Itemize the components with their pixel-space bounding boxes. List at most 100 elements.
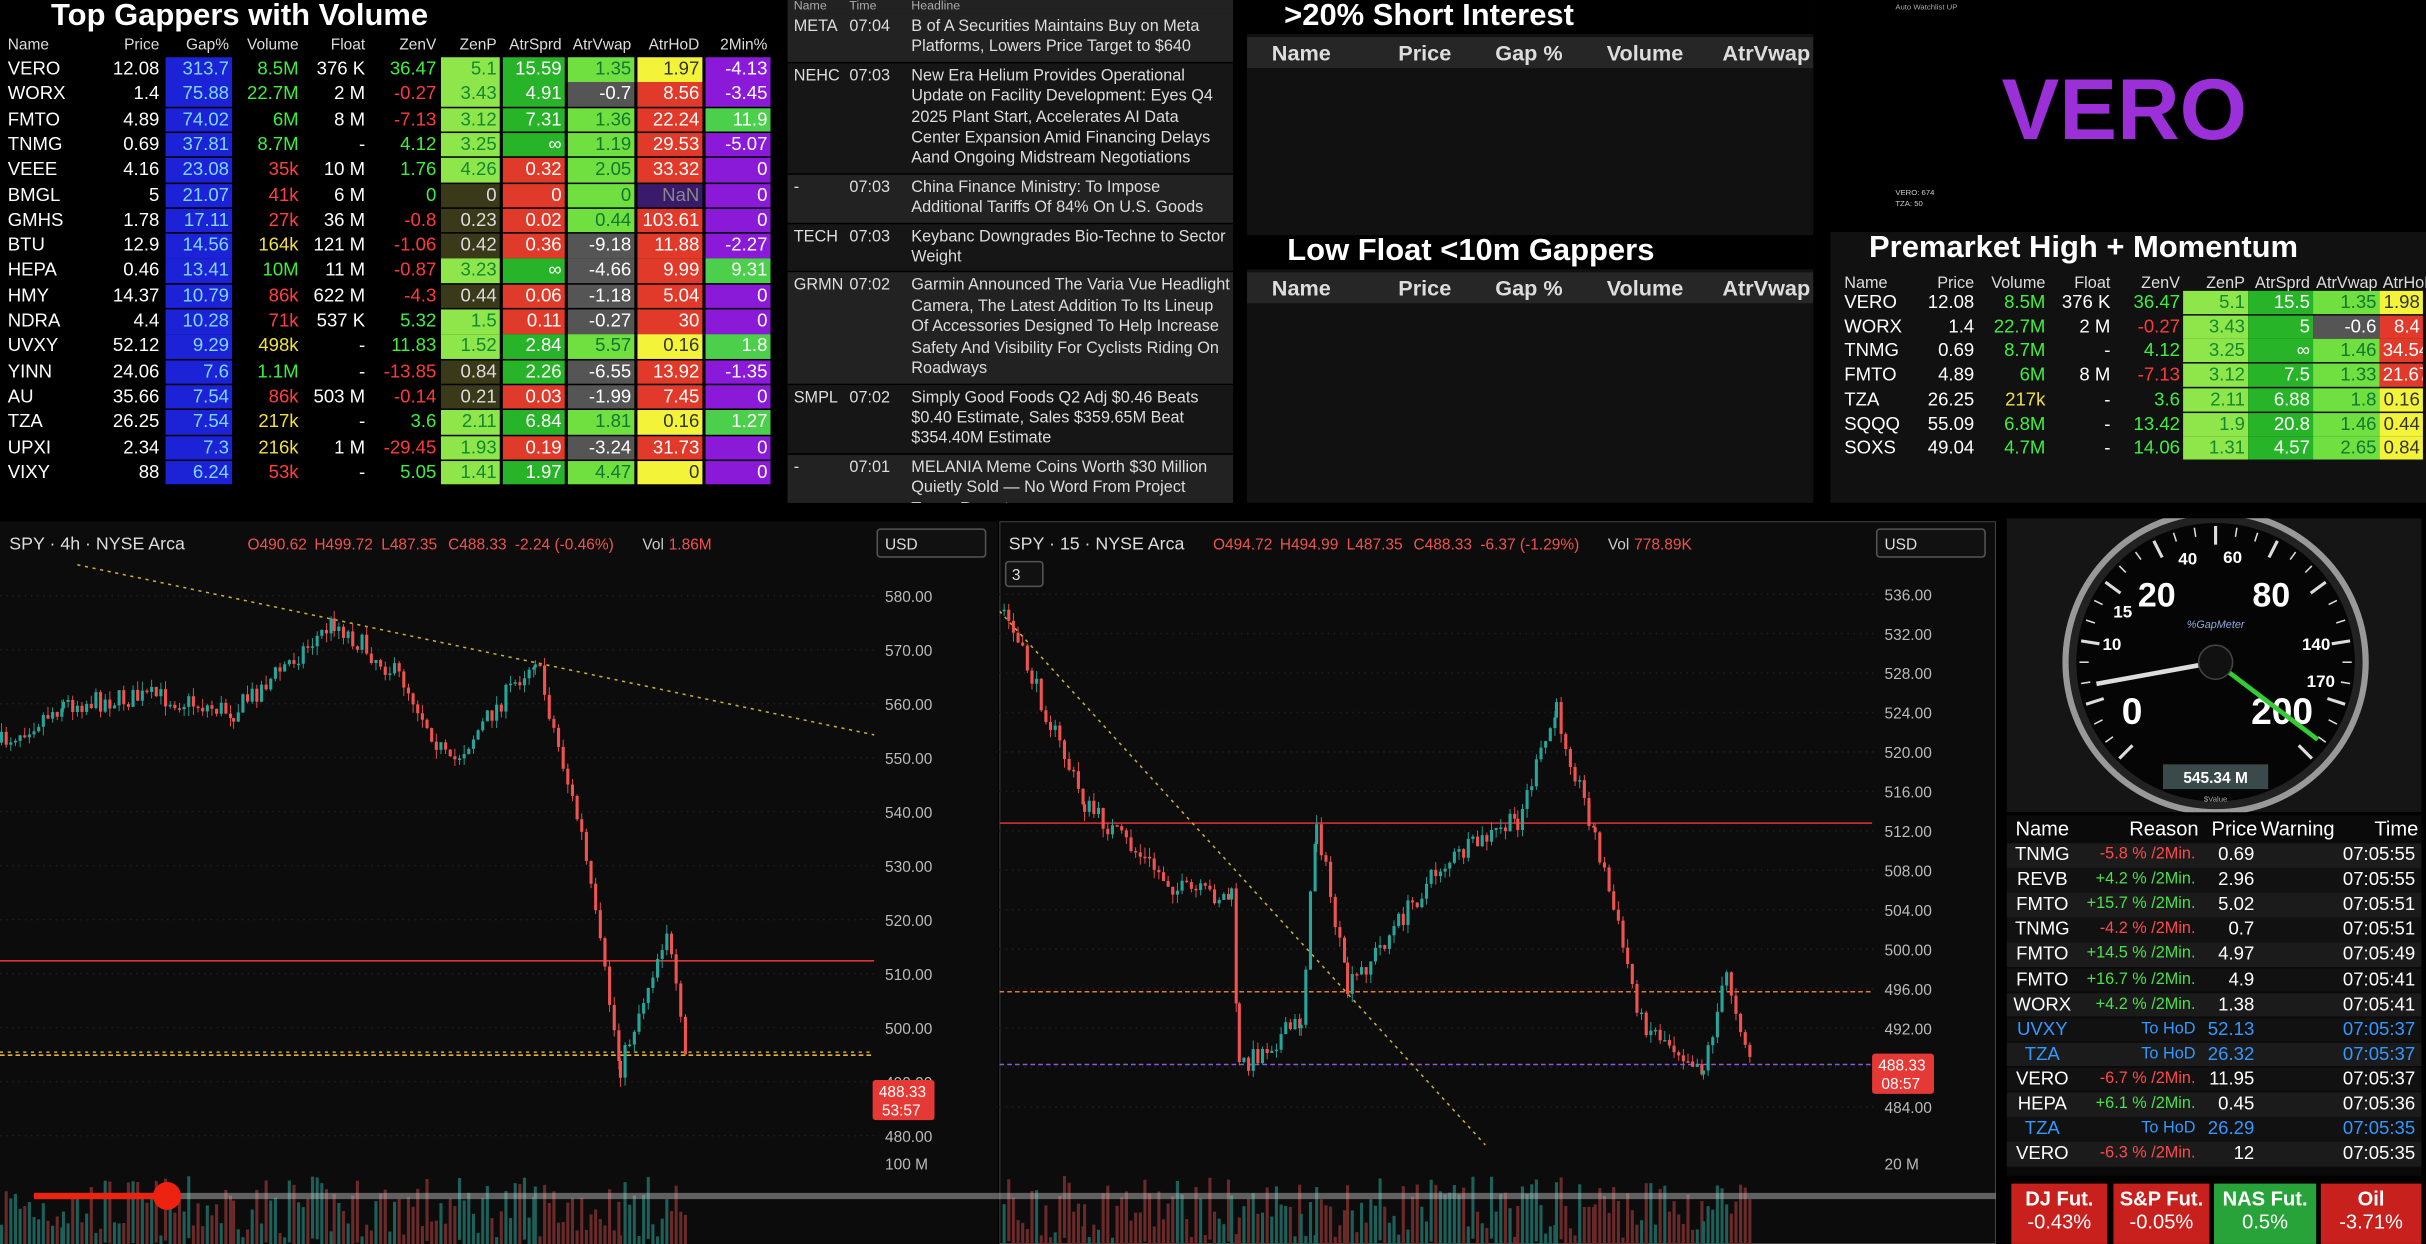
candle-body — [1677, 1052, 1681, 1056]
table-cell: 0.06 — [502, 284, 565, 309]
candle-body — [1299, 1024, 1303, 1029]
candle-body — [1364, 967, 1368, 975]
candle-body — [1658, 1029, 1662, 1041]
price-axis-label: 524.00 — [1884, 706, 1931, 723]
candle-body — [552, 718, 556, 728]
table-cell: 6.88 — [2248, 388, 2314, 412]
volume-bar — [522, 1177, 527, 1240]
volume-bar — [1387, 1222, 1391, 1244]
volume-bar — [1180, 1194, 1184, 1244]
candle-body — [94, 692, 98, 709]
column-header: Gap % — [1495, 40, 1563, 65]
volume-bar — [32, 1217, 36, 1244]
volume-bar — [27, 1202, 31, 1244]
volume-bar — [324, 1189, 329, 1244]
table-cell: -4.3 — [404, 284, 437, 306]
alert-cell: FMTO — [2016, 942, 2069, 965]
table-cell: -0.27 — [393, 82, 437, 105]
table-cell: 86k — [268, 284, 299, 306]
volume-bar — [1573, 1235, 1577, 1244]
candle-body — [543, 665, 547, 695]
candle-body — [1260, 1049, 1265, 1064]
table-cell: 1.5 — [440, 309, 500, 334]
volume-bar — [1424, 1221, 1429, 1244]
futures-name: Oil — [2357, 1186, 2385, 1210]
table-cell: 74.02 — [165, 107, 233, 132]
price-chart: 536.00 532.00 528.00 524.00 520.00 516.00 512.… — [999, 521, 1996, 1244]
volume-bar — [504, 1191, 508, 1244]
volume-bar — [1568, 1228, 1572, 1244]
candle-body — [608, 966, 612, 1005]
volume-bar — [1364, 1222, 1368, 1244]
progress-handle — [153, 1182, 182, 1210]
panel-title: >20% Short Interest — [1284, 0, 1574, 33]
candle-body — [580, 819, 584, 832]
alert-cell: -4.2 % /2Min. — [2099, 919, 2196, 939]
alert-cell: To HoD — [2141, 1019, 2196, 1038]
table-cell: ∞ — [502, 132, 565, 157]
gauge-tick-label: 60 — [2223, 548, 2242, 567]
gauge-tick — [2152, 540, 2164, 559]
table-cell: WORX — [7, 82, 66, 105]
table-cell: NaN — [637, 183, 703, 208]
volume-bar — [1420, 1206, 1424, 1244]
table-cell: 86k — [268, 385, 299, 407]
candle-body — [1534, 759, 1538, 787]
table-cell: 7.5 — [2248, 363, 2314, 387]
volume-bar — [140, 1195, 144, 1244]
table-cell: 1.46 — [2313, 339, 2380, 363]
volume-bar — [264, 1180, 268, 1243]
gauge-tick — [2080, 681, 2091, 685]
candle-body — [1058, 725, 1062, 741]
candle-body — [1397, 913, 1401, 927]
volume-bar — [131, 1181, 135, 1244]
volume-bar — [575, 1230, 579, 1244]
candle-body — [1242, 1057, 1246, 1063]
ohlc-value: C488.33 — [1414, 536, 1472, 553]
table-cell: 5.1 — [440, 57, 500, 82]
candle-body — [584, 831, 588, 861]
volume-bar — [1338, 1225, 1342, 1244]
volume-bar — [1025, 1229, 1029, 1244]
candle-body — [55, 712, 59, 717]
table-cell: -9.18 — [567, 233, 635, 258]
candle-body — [1739, 1013, 1743, 1033]
volume-bar — [177, 1199, 182, 1244]
table-cell: 14.06 — [2133, 436, 2181, 459]
alert-row — [2006, 942, 2422, 967]
table-cell: 12.08 — [1927, 290, 1975, 313]
candle-body — [1166, 881, 1170, 887]
volume-label: Vol — [642, 536, 664, 553]
candle-body — [1602, 862, 1606, 868]
candle-body — [41, 714, 45, 727]
candle-body — [490, 710, 494, 721]
candle-body — [476, 730, 480, 740]
volume-bar — [543, 1184, 547, 1244]
table-cell: 3.12 — [2183, 363, 2249, 387]
table-cell: 6.84 — [502, 410, 565, 435]
table-cell: NDRA — [7, 309, 61, 332]
candle-body — [1284, 1022, 1288, 1035]
futures-change: -3.71% — [2339, 1209, 2403, 1234]
news-headline: B of A Securities Maintains Buy on Meta … — [911, 17, 1200, 57]
volume-bar — [1203, 1234, 1207, 1244]
table-cell: 14.37 — [112, 284, 160, 306]
table-cell: 1.31 — [2183, 436, 2249, 460]
candle-body — [9, 742, 13, 745]
table-cell: TNMG — [7, 132, 63, 155]
table-cell: 0 — [705, 208, 771, 233]
table-cell: 1.97 — [637, 57, 703, 82]
candle-body — [1256, 1049, 1260, 1064]
table-cell: 0.46 — [123, 258, 160, 281]
volume-bar — [1035, 1190, 1039, 1244]
candle-body — [1592, 826, 1596, 828]
futures-change: 0.5% — [2242, 1209, 2289, 1234]
candle-body — [1700, 1064, 1704, 1075]
volume-bar — [1101, 1193, 1105, 1244]
candle-body — [1578, 780, 1582, 782]
candle-body — [532, 667, 536, 670]
volume-bar — [1489, 1176, 1494, 1239]
futures-name: NAS Fut. — [2222, 1186, 2308, 1210]
candle-body — [481, 721, 485, 731]
candle-body — [617, 1030, 621, 1061]
